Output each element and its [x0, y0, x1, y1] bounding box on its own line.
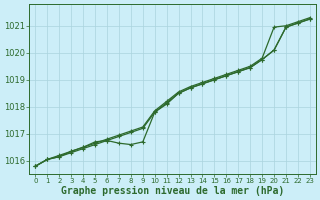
X-axis label: Graphe pression niveau de la mer (hPa): Graphe pression niveau de la mer (hPa) [61, 186, 284, 196]
